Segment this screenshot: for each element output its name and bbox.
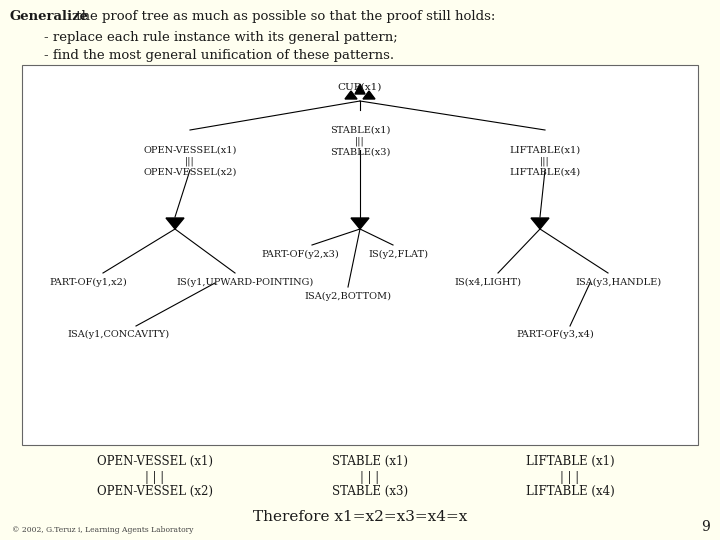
Text: PART-OF(y1,x2): PART-OF(y1,x2) xyxy=(49,278,127,287)
Text: OPEN-VESSEL (x1): OPEN-VESSEL (x1) xyxy=(97,455,213,468)
Text: ISA(y1,CONCAVITY): ISA(y1,CONCAVITY) xyxy=(67,330,169,339)
Text: |||: ||| xyxy=(540,157,550,166)
Text: 9: 9 xyxy=(701,520,710,534)
Text: PART-OF(y2,x3): PART-OF(y2,x3) xyxy=(261,250,339,259)
Text: | | |: | | | xyxy=(361,471,379,484)
Text: IS(y1,UPWARD-POINTING): IS(y1,UPWARD-POINTING) xyxy=(176,278,314,287)
Polygon shape xyxy=(351,218,369,229)
Text: ISA(y2,BOTTOM): ISA(y2,BOTTOM) xyxy=(305,292,392,301)
Text: STABLE(x1): STABLE(x1) xyxy=(330,126,390,135)
Polygon shape xyxy=(355,84,365,94)
Text: PART-OF(y3,x4): PART-OF(y3,x4) xyxy=(516,330,594,339)
Text: the proof tree as much as possible so that the proof still holds:: the proof tree as much as possible so th… xyxy=(72,10,495,23)
Text: STABLE (x3): STABLE (x3) xyxy=(332,485,408,498)
Text: - replace each rule instance with its general pattern;: - replace each rule instance with its ge… xyxy=(10,31,397,44)
Bar xyxy=(22,65,698,445)
Text: ISA(y3,HANDLE): ISA(y3,HANDLE) xyxy=(575,278,661,287)
Text: OPEN-VESSEL (x2): OPEN-VESSEL (x2) xyxy=(97,485,213,498)
Text: STABLE(x3): STABLE(x3) xyxy=(330,148,390,157)
Polygon shape xyxy=(531,218,549,229)
Text: - find the most general unification of these patterns.: - find the most general unification of t… xyxy=(10,49,394,62)
Text: OPEN-VESSEL(x1): OPEN-VESSEL(x1) xyxy=(143,146,237,155)
Text: LIFTABLE(x4): LIFTABLE(x4) xyxy=(510,168,580,177)
Text: IS(x4,LIGHT): IS(x4,LIGHT) xyxy=(454,278,521,287)
Text: OPEN-VESSEL(x2): OPEN-VESSEL(x2) xyxy=(143,168,237,177)
Text: LIFTABLE (x1): LIFTABLE (x1) xyxy=(526,455,614,468)
Text: LIFTABLE(x1): LIFTABLE(x1) xyxy=(510,146,580,155)
Text: Generalize: Generalize xyxy=(10,10,89,23)
Text: |||: ||| xyxy=(185,157,195,166)
Text: STABLE (x1): STABLE (x1) xyxy=(332,455,408,468)
Text: | | |: | | | xyxy=(560,471,580,484)
Text: © 2002, G.Teruz i, Learning Agents Laboratory: © 2002, G.Teruz i, Learning Agents Labor… xyxy=(12,526,194,534)
Text: IS(y2,FLAT): IS(y2,FLAT) xyxy=(368,250,428,259)
Text: CUP(x1): CUP(x1) xyxy=(338,83,382,92)
Polygon shape xyxy=(363,91,375,99)
Polygon shape xyxy=(166,218,184,229)
Text: |||: ||| xyxy=(355,137,365,146)
Text: LIFTABLE (x4): LIFTABLE (x4) xyxy=(526,485,614,498)
Text: Therefore x1=x2=x3=x4=x: Therefore x1=x2=x3=x4=x xyxy=(253,510,467,524)
Polygon shape xyxy=(345,91,357,99)
Text: | | |: | | | xyxy=(145,471,165,484)
